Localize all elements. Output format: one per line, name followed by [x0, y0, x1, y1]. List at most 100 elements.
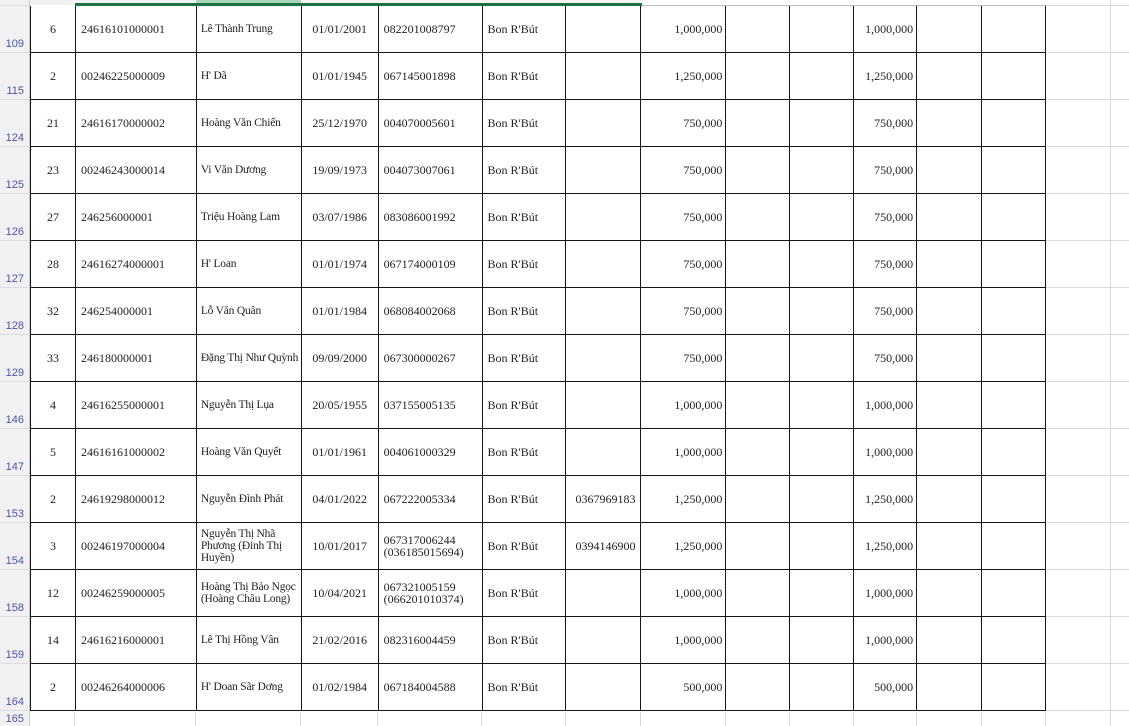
cell-blank[interactable]: [790, 147, 855, 194]
cell-name[interactable]: Triệu Hoàng Lam: [196, 194, 302, 241]
cell-id2[interactable]: 067184004588: [378, 664, 483, 711]
cell-amount1[interactable]: 1,000,000: [641, 429, 727, 476]
cell-name[interactable]: Hoàng Văn Quyết: [196, 429, 302, 476]
cell-count[interactable]: 2: [31, 476, 76, 523]
cell-count[interactable]: 32: [31, 288, 76, 335]
cell-count[interactable]: 23: [31, 147, 76, 194]
cell-dob[interactable]: 04/01/2022: [301, 476, 379, 523]
cell-blank[interactable]: [982, 664, 1047, 711]
cell-village[interactable]: Bon R'Bút: [482, 617, 567, 664]
cell-blank[interactable]: [982, 570, 1047, 617]
cell-id2[interactable]: 067174000109: [378, 241, 483, 288]
cell-village[interactable]: Bon R'Bút: [482, 429, 567, 476]
cell-amount1[interactable]: 1,000,000: [641, 382, 727, 429]
cell-dob[interactable]: 20/05/1955: [301, 382, 379, 429]
cell-blank[interactable]: [726, 429, 791, 476]
row-number[interactable]: 154: [5, 555, 24, 567]
cell-id[interactable]: 00246243000014: [75, 147, 197, 194]
cell-blank[interactable]: [982, 53, 1047, 100]
cell-amount2[interactable]: 750,000: [854, 100, 918, 147]
cell-id2[interactable]: 004070005601: [378, 100, 483, 147]
cell-amount1[interactable]: 750,000: [641, 194, 727, 241]
cell-phone[interactable]: [566, 664, 642, 711]
cell-id[interactable]: 246256000001: [75, 194, 197, 241]
row-number[interactable]: 159: [5, 649, 24, 661]
row-number[interactable]: 124: [5, 132, 24, 144]
cell-amount2[interactable]: 1,000,000: [854, 429, 918, 476]
cell-phone[interactable]: [566, 335, 642, 382]
cell-amount1[interactable]: 1,250,000: [641, 523, 727, 570]
cell-blank[interactable]: [790, 523, 855, 570]
cell-blank[interactable]: [790, 194, 855, 241]
cell-name[interactable]: Nguyễn Thị Nhã Phương (Đinh Thị Huyền): [196, 523, 302, 570]
cell-amount2[interactable]: 1,000,000: [854, 382, 918, 429]
row-number[interactable]: 128: [5, 320, 24, 332]
cell-blank[interactable]: [917, 664, 983, 711]
cell-dob[interactable]: 01/01/2001: [301, 6, 379, 53]
cell-id2[interactable]: 067222005334: [378, 476, 483, 523]
cell-name[interactable]: Lê Thị Hồng Vân: [196, 617, 302, 664]
cell-blank[interactable]: [917, 335, 983, 382]
cell-id2[interactable]: 004061000329: [378, 429, 483, 476]
cell-id[interactable]: 24616170000002: [75, 100, 197, 147]
cell-blank[interactable]: [917, 100, 983, 147]
cell-blank[interactable]: [982, 6, 1047, 53]
row-number[interactable]: 146: [5, 414, 24, 426]
cell-id2[interactable]: 083086001992: [378, 194, 483, 241]
cell-blank[interactable]: [917, 147, 983, 194]
cell-count[interactable]: 28: [31, 241, 76, 288]
cell-blank[interactable]: [726, 53, 791, 100]
cell-count[interactable]: 4: [31, 382, 76, 429]
cell-id[interactable]: 246180000001: [75, 335, 197, 382]
cell-amount1[interactable]: 1,250,000: [641, 476, 727, 523]
cell-amount2[interactable]: 1,250,000: [854, 53, 918, 100]
cell-village[interactable]: Bon R'Bút: [482, 53, 567, 100]
cell-id[interactable]: 00246225000009: [75, 53, 197, 100]
cell-village[interactable]: Bon R'Bút: [482, 6, 567, 53]
cell-dob[interactable]: 01/01/1961: [301, 429, 379, 476]
cell-phone[interactable]: [566, 53, 642, 100]
cell-blank[interactable]: [982, 335, 1047, 382]
cell-blank[interactable]: [790, 382, 855, 429]
cell-phone[interactable]: [566, 100, 642, 147]
cell-amount2[interactable]: 750,000: [854, 147, 918, 194]
cell-id2[interactable]: 004073007061: [378, 147, 483, 194]
cell-dob[interactable]: 10/01/2017: [301, 523, 379, 570]
cell-blank[interactable]: [917, 429, 983, 476]
cell-blank[interactable]: [790, 288, 855, 335]
cell-blank[interactable]: [726, 288, 791, 335]
cell-dob[interactable]: 09/09/2000: [301, 335, 379, 382]
cell-name[interactable]: Nguyễn Thị Lụa: [196, 382, 302, 429]
cell-dob[interactable]: 03/07/1986: [301, 194, 379, 241]
cell-blank[interactable]: [917, 241, 983, 288]
cell-phone[interactable]: 0367969183: [566, 476, 642, 523]
cell-village[interactable]: Bon R'Bút: [482, 335, 567, 382]
cell-id[interactable]: 24619298000012: [75, 476, 197, 523]
row-number[interactable]: 115: [6, 85, 24, 97]
cell-id2[interactable]: 067145001898: [378, 53, 483, 100]
cell-blank[interactable]: [790, 100, 855, 147]
cell-amount1[interactable]: 500,000: [641, 664, 727, 711]
cell-id[interactable]: 00246259000005: [75, 570, 197, 617]
cell-id2[interactable]: 067317006244 (036185015694): [378, 523, 483, 570]
cell-count[interactable]: 14: [31, 617, 76, 664]
cell-phone[interactable]: [566, 429, 642, 476]
cell-dob[interactable]: 25/12/1970: [301, 100, 379, 147]
cell-blank[interactable]: [982, 194, 1047, 241]
cell-amount2[interactable]: 1,250,000: [854, 476, 918, 523]
cell-name[interactable]: Hoàng Văn Chiến: [196, 100, 302, 147]
cell-name[interactable]: Lỗ Văn Quân: [196, 288, 302, 335]
cell-blank[interactable]: [790, 241, 855, 288]
cell-blank[interactable]: [917, 476, 983, 523]
cell-phone[interactable]: [566, 194, 642, 241]
cell-phone[interactable]: [566, 6, 642, 53]
cell-amount1[interactable]: 1,000,000: [641, 570, 727, 617]
cell-name[interactable]: Đặng Thị Như Quỳnh: [196, 335, 302, 382]
cell-blank[interactable]: [726, 194, 791, 241]
cell-blank[interactable]: [917, 6, 983, 53]
cell-blank[interactable]: [726, 147, 791, 194]
cell-village[interactable]: Bon R'Bút: [482, 288, 567, 335]
cell-count[interactable]: 21: [31, 100, 76, 147]
cell-name[interactable]: Lê Thành Trung: [196, 6, 302, 53]
cell-amount2[interactable]: 1,000,000: [854, 617, 918, 664]
